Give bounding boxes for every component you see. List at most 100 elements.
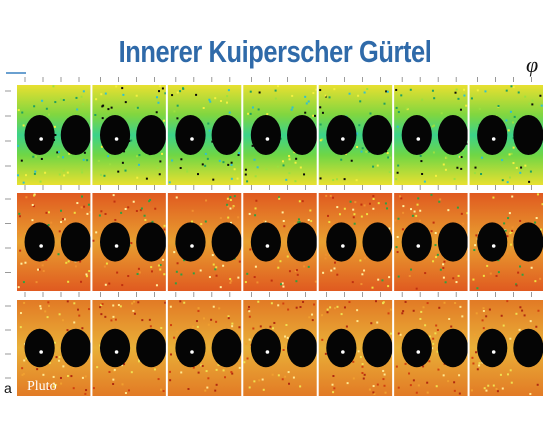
noise-dot: [157, 264, 160, 267]
noise-dot: [422, 306, 425, 309]
noise-dot: [82, 158, 85, 161]
noise-dot: [331, 383, 334, 386]
noise-dot: [179, 166, 182, 169]
noise-dot: [108, 370, 111, 373]
noise-dot: [420, 310, 423, 313]
noise-dot: [183, 259, 186, 262]
annotation: Pluto: [27, 379, 57, 394]
noise-dot: [282, 160, 285, 163]
noise-dot: [99, 173, 102, 176]
marker: [491, 137, 496, 141]
noise-dot: [79, 260, 82, 263]
noise-dot: [160, 388, 163, 391]
noise-dot: [59, 98, 62, 101]
noise-dot: [541, 203, 544, 206]
noise-dot: [333, 88, 336, 91]
noise-dot: [435, 256, 438, 259]
noise-dot: [520, 166, 523, 169]
noise-dot: [149, 325, 152, 328]
noise-dot: [55, 356, 58, 359]
noise-dot: [206, 157, 209, 160]
noise-dot: [297, 221, 300, 224]
noise-dot: [456, 166, 459, 169]
noise-dot: [286, 336, 289, 339]
unstable-region: [60, 115, 91, 155]
noise-dot: [288, 158, 291, 161]
noise-dot: [88, 211, 91, 214]
noise-dot: [112, 315, 115, 318]
noise-dot: [438, 200, 441, 203]
noise-dot: [475, 312, 478, 315]
noise-dot: [376, 164, 379, 167]
noise-dot: [208, 276, 211, 279]
marker: [265, 137, 270, 141]
noise-dot: [422, 365, 425, 368]
noise-dot: [202, 106, 205, 109]
noise-dot: [84, 392, 87, 395]
noise-dot: [329, 306, 332, 309]
noise-dot: [21, 111, 24, 114]
noise-dot: [148, 200, 151, 203]
noise-dot: [33, 172, 36, 175]
unstable-region: [250, 328, 281, 368]
noise-dot: [229, 277, 232, 280]
noise-dot: [281, 211, 284, 214]
noise-dot: [47, 301, 50, 304]
unstable-region: [326, 328, 357, 368]
noise-dot: [113, 368, 116, 371]
noise-dot: [431, 89, 434, 92]
noise-dot: [86, 159, 89, 162]
noise-dot: [472, 362, 475, 365]
noise-dot: [215, 266, 218, 269]
noise-dot: [388, 227, 391, 230]
noise-dot: [458, 392, 461, 395]
unstable-region: [287, 328, 318, 368]
noise-dot: [402, 205, 405, 208]
noise-dot: [204, 164, 207, 167]
noise-dot: [506, 373, 509, 376]
noise-dot: [519, 265, 522, 268]
noise-dot: [187, 388, 190, 391]
noise-dot: [395, 106, 398, 109]
noise-dot: [433, 124, 436, 127]
noise-dot: [505, 89, 508, 92]
noise-dot: [356, 320, 359, 323]
noise-dot: [25, 357, 28, 360]
noise-dot: [57, 253, 60, 256]
noise-dot: [299, 166, 302, 169]
noise-dot: [492, 196, 495, 199]
noise-dot: [295, 306, 298, 309]
noise-dot: [299, 385, 302, 388]
noise-dot: [508, 153, 511, 156]
noise-dot: [535, 325, 538, 328]
noise-dot: [74, 265, 77, 268]
unstable-region: [326, 115, 357, 155]
noise-dot: [83, 151, 86, 154]
noise-dot: [123, 150, 126, 153]
noise-dot: [537, 309, 540, 312]
noise-dot: [333, 261, 336, 264]
noise-dot: [50, 221, 53, 224]
noise-dot: [304, 328, 307, 331]
noise-dot: [18, 212, 21, 215]
noise-dot: [277, 85, 280, 88]
noise-dot: [236, 177, 239, 180]
noise-dot: [442, 263, 445, 266]
noise-dot: [238, 326, 241, 329]
noise-dot: [515, 284, 518, 287]
noise-dot: [355, 179, 358, 182]
noise-dot: [430, 230, 433, 233]
noise-dot: [394, 219, 397, 222]
unstable-region: [437, 328, 469, 368]
noise-dot: [360, 203, 363, 206]
noise-dot: [138, 360, 141, 363]
noise-dot: [401, 312, 404, 315]
noise-dot: [133, 312, 136, 315]
noise-dot: [284, 335, 287, 338]
unstable-region: [60, 328, 91, 368]
noise-dot: [42, 270, 45, 273]
noise-dot: [291, 106, 294, 109]
noise-dot: [372, 194, 375, 197]
noise-dot: [460, 212, 463, 215]
